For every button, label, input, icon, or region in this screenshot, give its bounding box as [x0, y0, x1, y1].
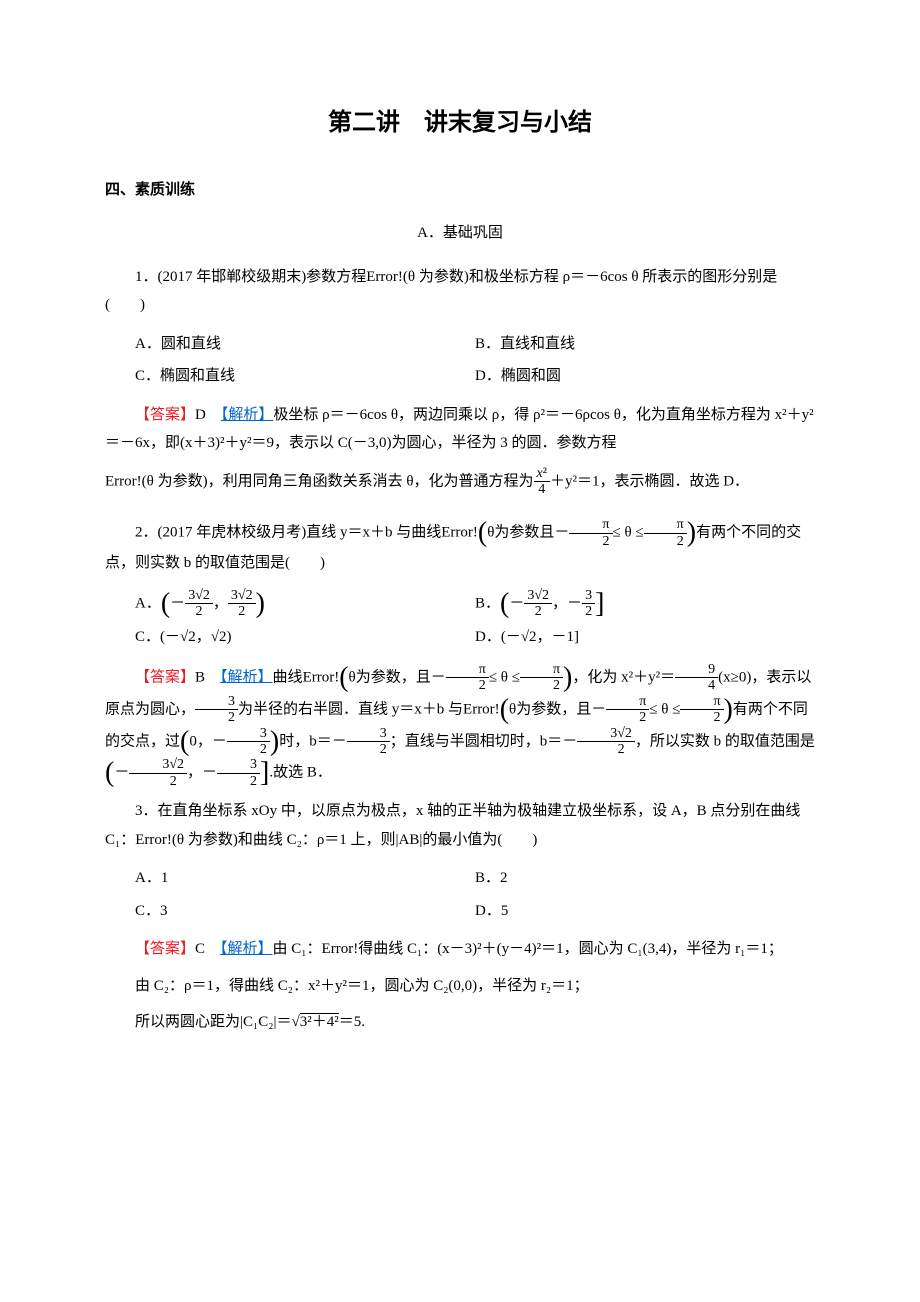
q2-error2: Error! [303, 669, 340, 685]
q2-opt-b: B．(－3√22，－32] [475, 586, 815, 622]
question-3: 3．在直角坐标系 xOy 中，以原点为极点，x 轴的正半轴为极轴建立极坐标系，设… [105, 797, 815, 854]
q2-opt-a-pre: A． [135, 595, 161, 611]
q3-opt-c: C．3 [135, 895, 475, 928]
q2-answer-label: 【答案】 [135, 669, 195, 685]
q3-opt-b: B．2 [475, 862, 815, 895]
q2-a2-mid1: θ为参数，且－ [509, 701, 606, 717]
q3-analysis2: 由 C₂：ρ＝1，得曲线 C₂：x²＋y²＝1，圆心为 C₂(0,0)，半径为 … [105, 972, 815, 1001]
q2-error: Error! [441, 525, 478, 541]
q2-a3-mid1: 时，b＝－ [279, 733, 347, 749]
q3-answer-block: 【答案】C 【解析】由 C₁：Error!得曲线 C₁：(x－3)²＋(y－4)… [105, 935, 815, 964]
q3-a3-after: ＝5. [339, 1014, 365, 1030]
q1-answer-label: 【答案】 [135, 407, 195, 423]
q2-opt-b-pre: B． [475, 595, 500, 611]
q1-opt-d: D．椭圆和圆 [475, 360, 815, 393]
q1-opt-c: C．椭圆和直线 [135, 360, 475, 393]
q1-options: A．圆和直线 B．直线和直线 C．椭圆和直线 D．椭圆和圆 [105, 328, 815, 393]
section-header: 四、素质训练 [105, 176, 815, 205]
q3-error2: Error! [322, 941, 359, 957]
page-title: 第二讲 讲末复习与小结 [105, 100, 815, 146]
q2-mid2: ≤ θ ≤ [613, 525, 644, 541]
q2-options: A．(－3√22，3√22) B．(－3√22，－32] C．(－√2，√2) … [105, 586, 815, 654]
q2-a4-before: － [114, 765, 129, 781]
q2-lparen: ( [478, 517, 487, 548]
q3-sqrt: √3²＋4² [291, 1013, 338, 1030]
q2-pi1: π2 [569, 517, 612, 549]
q2-a3-before: 0，－ [189, 733, 227, 749]
q2-opt-c: C．(－√2，√2) [135, 621, 475, 654]
q1-continuation: Error!(θ 为参数)，利用同角三角函数关系消去 θ，化为普通方程为x²4＋… [105, 466, 815, 498]
q2-analysis-label: 【解析】 [220, 669, 273, 685]
q2-opt-d: D．(－√2，－1] [475, 621, 815, 654]
q1-opt-b: B．直线和直线 [475, 328, 815, 361]
q2-mid1: θ为参数且－ [487, 525, 569, 541]
q2-a2-before: 为半径的右半圆．直线 y＝x＋b 与 [238, 701, 463, 717]
q3-opt-d: D．5 [475, 895, 815, 928]
q2-a1-after1: ，化为 x²＋y²＝ [572, 669, 675, 685]
q2-a2-mid2: ≤ θ ≤ [649, 701, 680, 717]
q3-analysis3: 所以两圆心距为|C₁C₂|＝√3²＋4²＝5. [105, 1008, 815, 1037]
q2-rparen: ) [687, 517, 696, 548]
q1-text-before: 1．(2017 年邯郸校级期末)参数方程 [135, 269, 366, 285]
q2-a4-mid: ，－ [187, 765, 217, 781]
q1-frac: x²4 [534, 466, 550, 498]
q3-a3-before: 所以两圆心距为|C₁C₂|＝ [135, 1014, 291, 1030]
q2-a1-mid2: ≤ θ ≤ [489, 669, 520, 685]
question-1: 1．(2017 年邯郸校级期末)参数方程Error!(θ 为参数)和极坐标方程 … [105, 263, 815, 320]
q3-text-after: (θ 为参数)和曲线 C₂：ρ＝1 上，则|AB|的最小值为( ) [172, 832, 537, 848]
q1-analysis2-before: (θ 为参数)，利用同角三角函数关系消去 θ，化为普通方程为 [142, 473, 534, 489]
q1-analysis-label: 【解析】 [221, 407, 274, 423]
q3-answer-label: 【答案】 [135, 941, 195, 957]
q1-answer: D [195, 407, 221, 423]
q1-analysis2-after: ＋y²＝1，表示椭圆．故选 D． [550, 473, 749, 489]
q3-a1-after: 得曲线 C₁：(x－3)²＋(y－4)²＝1，圆心为 C₁(3,4)，半径为 r… [358, 941, 783, 957]
q2-error3: Error! [463, 701, 500, 717]
q3-a1-before: 由 C₁： [273, 941, 322, 957]
q2-a3-after: ，所以实数 b 的取值范围是 [635, 733, 815, 749]
q3-analysis-label: 【解析】 [220, 941, 273, 957]
q1-error2: Error! [105, 473, 142, 489]
q2-a3-mid2: ；直线与半圆相切时，b＝－ [390, 733, 578, 749]
q3-options: A．1 B．2 C．3 D．5 [105, 862, 815, 927]
q2-pi2: π2 [644, 517, 687, 549]
q2-opt-a: A．(－3√22，3√22) [135, 586, 475, 622]
q3-error: Error! [135, 832, 172, 848]
q2-a1-mid1: θ为参数，且－ [349, 669, 446, 685]
q2-text-before: 2．(2017 年虎林校级月考)直线 y＝x＋b 与曲线 [135, 525, 441, 541]
q3-opt-a: A．1 [135, 862, 475, 895]
q1-answer-block: 【答案】D 【解析】极坐标 ρ＝－6cos θ，两边同乘以 ρ，得 ρ²＝－6ρ… [105, 401, 815, 458]
q1-opt-a: A．圆和直线 [135, 328, 475, 361]
q2-a1-before: 曲线 [273, 669, 303, 685]
q2-answer: B [195, 669, 220, 685]
q3-answer: C [195, 941, 220, 957]
subsection-a: A．基础巩固 [105, 219, 815, 248]
q2-answer-block: 【答案】B 【解析】曲线Error!(θ为参数，且－π2≤ θ ≤π2)，化为 … [105, 662, 815, 789]
question-2: 2．(2017 年虎林校级月考)直线 y＝x＋b 与曲线Error!(θ为参数且… [105, 517, 815, 577]
q1-error: Error! [366, 269, 403, 285]
q2-a4-after: .故选 B． [269, 765, 332, 781]
